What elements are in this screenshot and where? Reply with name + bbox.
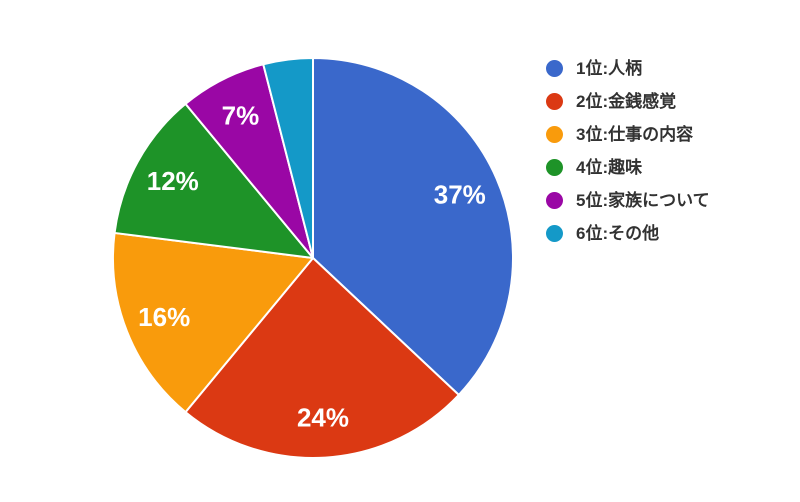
slice-percent-label-5: 7% (222, 100, 260, 130)
legend-swatch-icon (546, 126, 563, 143)
legend-swatch-icon (546, 93, 563, 110)
legend-item-2: 2位:金銭感覚 (546, 85, 710, 118)
legend-label: 6位:その他 (576, 224, 660, 243)
legend-item-4: 4位:趣味 (546, 151, 710, 184)
legend-item-5: 5位:家族について (546, 184, 710, 217)
legend-swatch-icon (546, 192, 563, 209)
legend-item-3: 3位:仕事の内容 (546, 118, 710, 151)
pie-slice-2 (184, 257, 460, 459)
legend-label: 5位:家族について (576, 191, 710, 210)
pie-slice-6 (262, 57, 314, 259)
pie-slice-4 (113, 102, 314, 259)
legend-item-6: 6位:その他 (546, 217, 710, 250)
legend-swatch-icon (546, 60, 563, 77)
legend-item-1: 1位:人柄 (546, 52, 710, 85)
legend-label: 4位:趣味 (576, 158, 643, 177)
slice-percent-label-4: 12% (147, 166, 199, 196)
slice-percent-label-1: 37% (434, 180, 486, 210)
legend-label: 1位:人柄 (576, 59, 643, 78)
legend-label: 2位:金銭感覚 (576, 92, 677, 111)
slice-percent-label-3: 16% (138, 302, 190, 332)
legend: 1位:人柄 2位:金銭感覚 3位:仕事の内容 4位:趣味 5位:家族について 6位:その他 (546, 52, 710, 250)
legend-swatch-icon (546, 225, 563, 242)
legend-swatch-icon (546, 159, 563, 176)
slice-percent-label-2: 24% (297, 403, 349, 433)
pie-slice-1 (312, 57, 514, 396)
legend-label: 3位:仕事の内容 (576, 125, 694, 144)
pie-slice-3 (112, 231, 314, 414)
